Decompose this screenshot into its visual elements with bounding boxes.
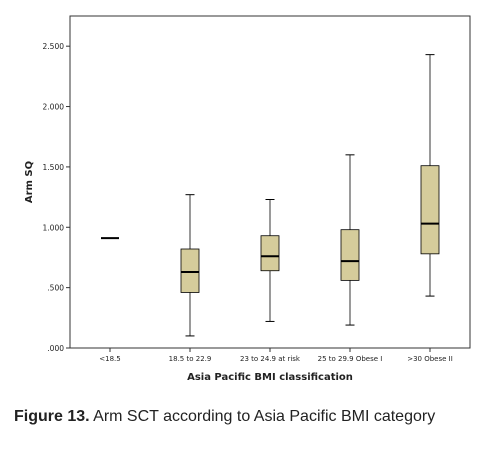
x-tick-label: >30 Obese II <box>407 355 453 363</box>
iqr-box <box>420 165 440 255</box>
chart-area: .000 .500 1.000 1.500 2.000 2.500 Arm SQ Asia P… <box>24 15 471 383</box>
x-tick-label: 18.5 to 22.9 <box>169 355 212 363</box>
figure-caption-text: Arm SCT according to Asia Pacific BMI ca… <box>89 408 436 425</box>
x-tick-label: <18.5 <box>99 355 120 363</box>
y-tick-label: 1.500 <box>43 163 65 172</box>
y-tick-label: 1.000 <box>43 223 65 232</box>
iqr-box <box>340 229 360 281</box>
y-tick-label: 2.500 <box>43 42 65 51</box>
y-tick-label: .500 <box>47 284 64 293</box>
y-tick-label: 2.000 <box>43 103 65 112</box>
iqr-box <box>180 248 200 293</box>
boxplot-chart: .000 .500 1.000 1.500 2.000 2.500 Arm SQ Asia P… <box>24 15 471 383</box>
figure-caption: Figure 13. Arm SCT according to Asia Pac… <box>14 406 480 427</box>
y-axis-title: Arm SQ <box>24 161 35 203</box>
figure-label: Figure 13. <box>14 408 90 425</box>
x-tick-label: 23 to 24.9 at risk <box>240 355 301 363</box>
y-tick-label: .000 <box>47 344 64 353</box>
iqr-box <box>260 235 280 272</box>
x-axis-title: Asia Pacific BMI classification <box>187 372 353 383</box>
x-tick-label: 25 to 29.9 Obese I <box>318 355 383 363</box>
